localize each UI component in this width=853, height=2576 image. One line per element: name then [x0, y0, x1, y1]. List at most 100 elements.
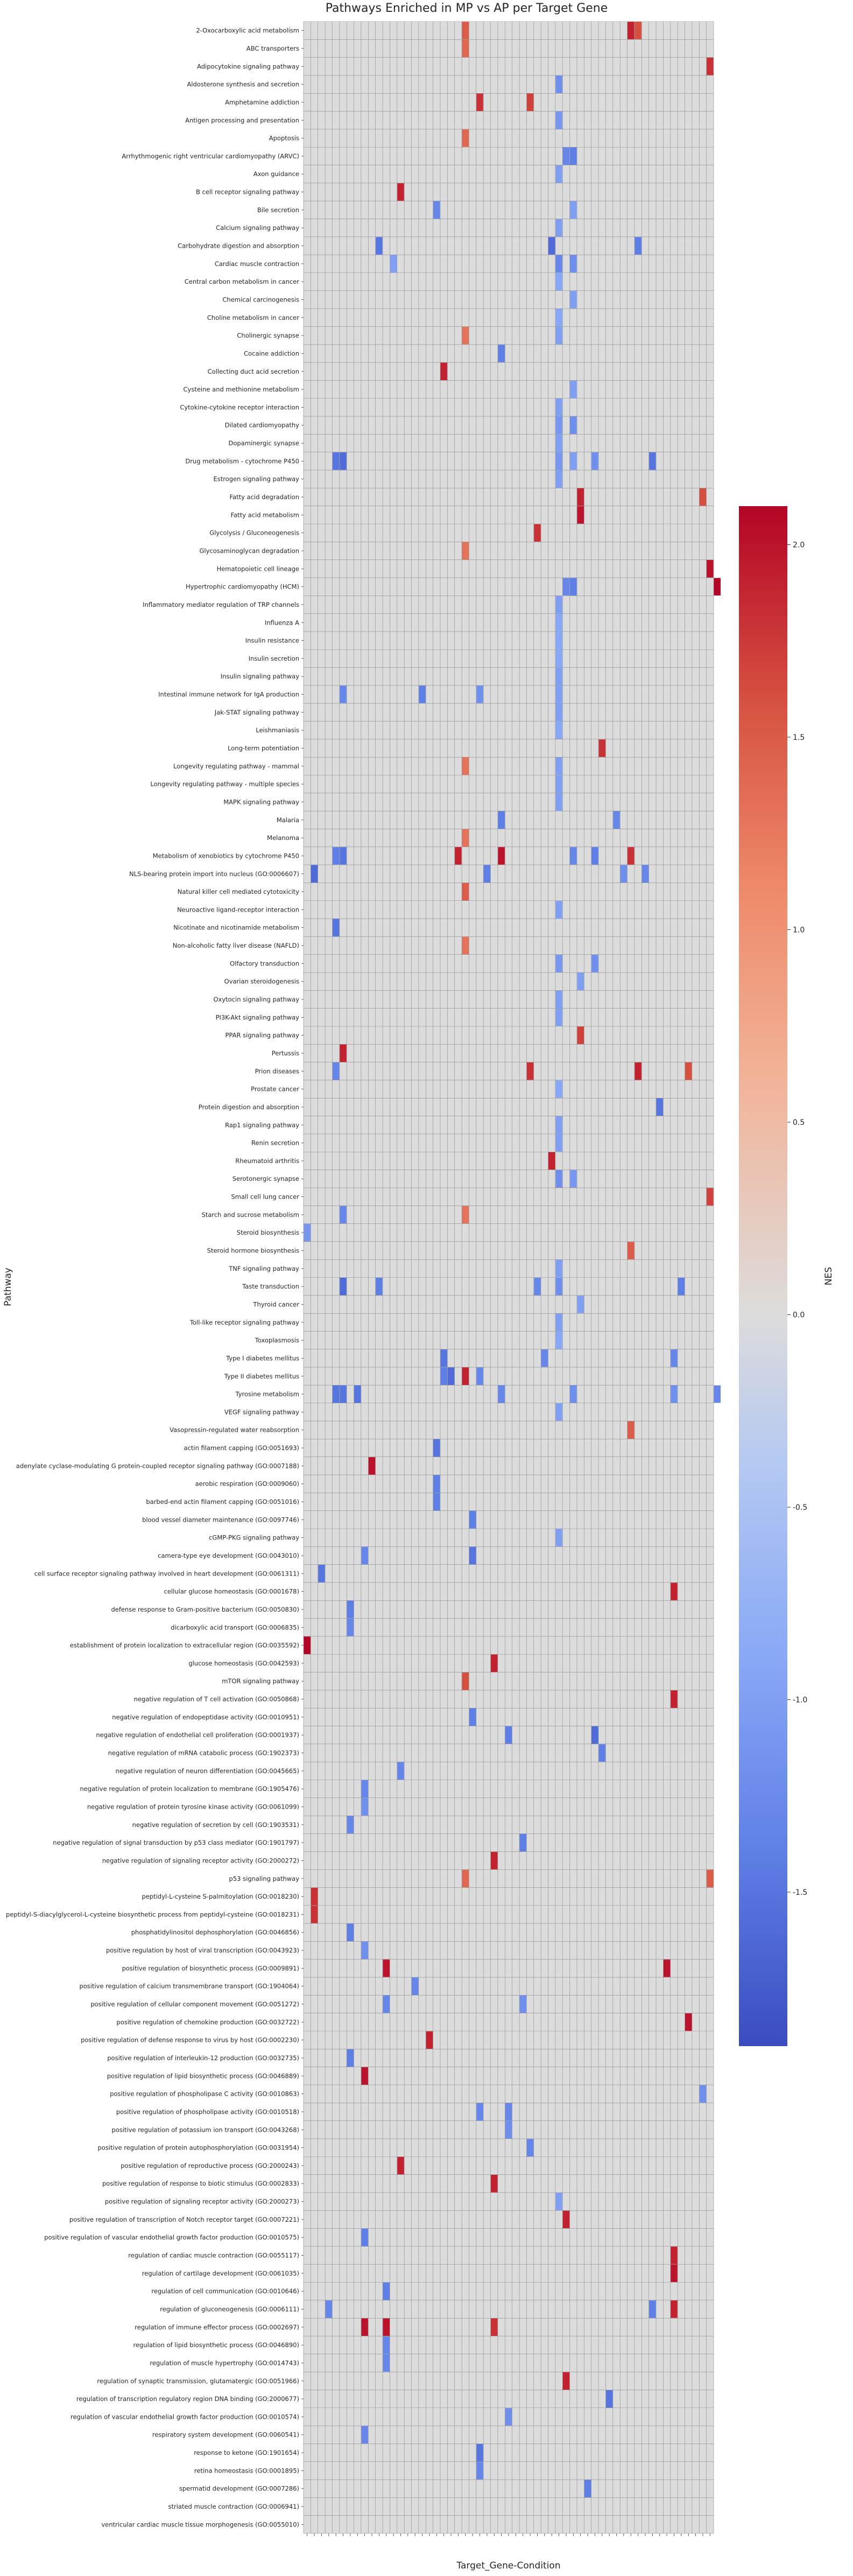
heatmap-cell: [555, 703, 562, 722]
heatmap-cell: [671, 2246, 678, 2264]
row-label: Insulin secretion: [249, 655, 299, 662]
heatmap-cell: [526, 1062, 534, 1080]
row-label: Ovarian steroidogenesis: [224, 978, 299, 985]
heatmap-cell: [555, 452, 562, 470]
heatmap-cell: [555, 1331, 562, 1349]
heatmap-cell: [340, 847, 347, 865]
row-label: positive regulation of potassium ion tra…: [111, 2126, 299, 2133]
heatmap-cell: [627, 1242, 635, 1259]
heatmap-cell: [555, 596, 562, 614]
heatmap-cell: [433, 201, 440, 219]
row-label: regulation of vascular endothelial growt…: [71, 2413, 299, 2420]
heatmap-cell: [699, 488, 707, 506]
heatmap-cell: [361, 1798, 368, 1816]
heatmap-cell: [332, 847, 340, 865]
row-label: Intestinal immune network for IgA produc…: [158, 691, 299, 698]
heatmap-cell: [462, 1672, 469, 1690]
row-label: Prion diseases: [255, 1067, 299, 1075]
row-label: response to ketone (GO:1901654): [194, 2449, 299, 2456]
heatmap-cell: [347, 1816, 354, 1834]
row-label: regulation of cartilage development (GO:…: [142, 2270, 299, 2277]
row-label: Renin secretion: [251, 1139, 299, 1147]
heatmap-cell: [570, 291, 577, 309]
heatmap-cell: [354, 1385, 361, 1403]
heatmap-cell: [490, 1654, 498, 1672]
row-label: negative regulation of protein tyrosine …: [87, 1803, 299, 1810]
row-label: Glycosaminoglycan degradation: [200, 547, 299, 555]
row-label: respiratory system development (GO:00605…: [152, 2431, 299, 2439]
row-label: Central carbon metabolism in cancer: [185, 278, 300, 285]
row-label: Bile secretion: [257, 206, 299, 214]
heatmap-cell: [490, 2318, 498, 2336]
row-label: actin filament capping (GO:0051693): [184, 1444, 299, 1452]
heatmap-cell: [555, 2193, 562, 2210]
heatmap-cell: [483, 865, 491, 883]
colorbar-tick-label: -0.5: [793, 1503, 807, 1512]
heatmap-cell: [332, 452, 340, 470]
heatmap-cell: [383, 2354, 390, 2372]
heatmap-cell: [498, 1385, 505, 1403]
row-label: Protein digestion and absorption: [199, 1103, 299, 1111]
heatmap-cell: [347, 1923, 354, 1941]
heatmap-background: [303, 21, 714, 2534]
heatmap-cell: [555, 434, 562, 452]
heatmap-cell: [347, 1600, 354, 1619]
row-label: positive regulation by host of viral tra…: [106, 1947, 299, 1954]
row-label: negative regulation of endothelial cell …: [96, 1731, 299, 1739]
heatmap-cell: [340, 1206, 347, 1224]
row-label: Cardiac muscle contraction: [215, 260, 299, 268]
heatmap-cell: [591, 955, 598, 972]
heatmap-cell: [555, 165, 562, 183]
row-label: PPAR signaling pathway: [225, 1032, 299, 1039]
heatmap-cell: [555, 398, 562, 416]
heatmap-cell: [627, 1421, 635, 1439]
row-label: glucose homeostasis (GO:0042593): [188, 1660, 299, 1667]
heatmap-cell: [707, 58, 714, 75]
colorbar-ticks: -1.5 -1.0 -0.5 0.0 0.5 1.0 1.5 2.0: [787, 541, 807, 1897]
heatmap-cell: [419, 685, 426, 703]
row-label: Neuroactive ligand-receptor interaction: [177, 906, 299, 913]
row-label: Amphetamine addiction: [225, 99, 299, 106]
heatmap-cell: [555, 667, 562, 685]
heatmap-cell: [361, 1941, 368, 1959]
row-label: Drug metabolism - cytochrome P450: [185, 457, 299, 465]
heatmap-cell: [584, 2480, 591, 2497]
row-label: positive regulation of protein autophosp…: [97, 2144, 299, 2152]
heatmap-cell: [555, 272, 562, 291]
row-label: phosphatidylinositol dephosphorylation (…: [131, 1929, 299, 1936]
heatmap-cell: [383, 2318, 390, 2336]
heatmap-cell: [555, 111, 562, 129]
heatmap-cell: [505, 2103, 512, 2121]
row-label: camera-type eye development (GO:0043010): [158, 1552, 299, 1559]
heatmap-cell: [505, 1726, 512, 1744]
row-label: negative regulation of secretion by cell…: [132, 1821, 299, 1829]
heatmap-cell: [304, 1223, 311, 1242]
row-label: Dilated cardiomyopathy: [225, 422, 299, 429]
heatmap-cell: [433, 1475, 440, 1493]
row-label: Collecting duct acid secretion: [208, 368, 299, 375]
row-label: Oxytocin signaling pathway: [213, 996, 299, 1003]
heatmap-cell: [426, 2031, 433, 2049]
row-label: positive regulation of biosynthetic proc…: [122, 1964, 299, 1972]
row-label: positive regulation of lipid biosyntheti…: [107, 2072, 299, 2080]
row-label: 2-Oxocarboxylic acid metabolism: [196, 27, 299, 34]
heatmap-cells: [304, 22, 721, 2497]
row-label: Tyrosine metabolism: [235, 1390, 299, 1398]
row-label: Arrhythmogenic right ventricular cardiom…: [122, 152, 299, 160]
row-label: positive regulation of interleukin-12 pr…: [107, 2054, 299, 2062]
heatmap-cell: [361, 2426, 368, 2444]
heatmap-cell: [671, 1349, 678, 1367]
heatmap-cell: [562, 147, 570, 165]
row-label: Jak-STAT signaling pathway: [214, 709, 299, 716]
heatmap-cell: [498, 811, 505, 829]
heatmap-cell: [635, 237, 641, 255]
row-label: Estrogen signaling pathway: [214, 475, 300, 483]
heatmap-cell: [469, 1708, 476, 1726]
heatmap-cell: [555, 990, 562, 1009]
heatmap-cell: [671, 2300, 678, 2318]
heatmap-cell: [555, 721, 562, 739]
heatmap-cell: [555, 219, 562, 237]
heatmap-cell: [462, 326, 469, 345]
row-label: negative regulation of signaling recepto…: [102, 1857, 299, 1864]
